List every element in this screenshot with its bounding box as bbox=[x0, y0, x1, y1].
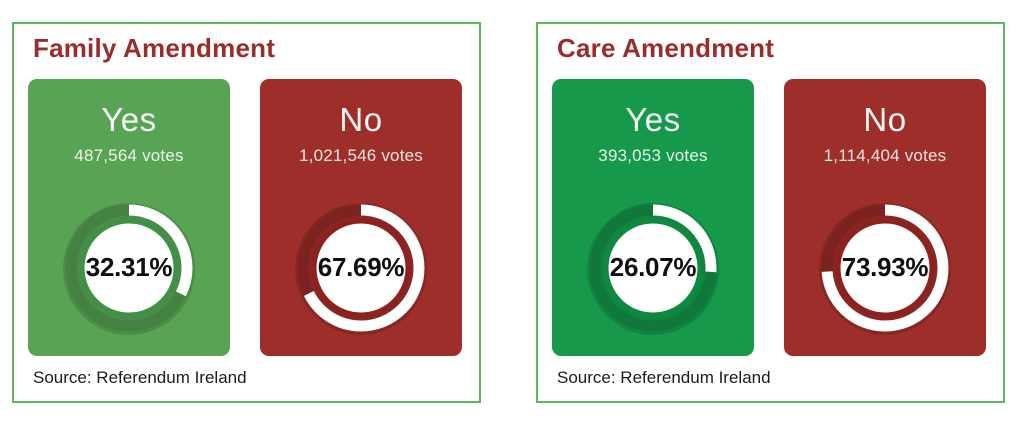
donut-gauge: 73.93% bbox=[818, 201, 952, 335]
option-label: No bbox=[339, 101, 383, 138]
option-label: Yes bbox=[625, 101, 681, 138]
no-result-card: No 1,114,404 votes 73.93% bbox=[784, 79, 986, 356]
percent-value: 32.31% bbox=[85, 251, 173, 282]
gauge-progress-arc bbox=[821, 204, 949, 332]
option-label: Yes bbox=[101, 101, 157, 138]
gauge-inner-circle bbox=[835, 218, 935, 318]
donut-ring bbox=[63, 203, 195, 335]
family-amendment-panel: Family Amendment Yes 487,564 votes 32.31… bbox=[12, 22, 481, 403]
donut-ring bbox=[587, 203, 719, 335]
option-votes: 487,564 votes bbox=[74, 146, 184, 165]
donut-gauge: 67.69% bbox=[294, 201, 428, 335]
gauge-inner-circle bbox=[311, 218, 411, 318]
source-credit: Source: Referendum Ireland bbox=[33, 368, 247, 387]
yes-result-card: Yes 393,053 votes 26.07% bbox=[552, 79, 754, 356]
source-credit: Source: Referendum Ireland bbox=[557, 368, 771, 387]
option-label: No bbox=[863, 101, 907, 138]
percent-value: 26.07% bbox=[609, 251, 697, 282]
option-votes: 1,021,546 votes bbox=[299, 146, 423, 165]
option-votes: 393,053 votes bbox=[598, 146, 708, 165]
donut-gauge: 26.07% bbox=[586, 201, 720, 335]
gauge-inner-circle bbox=[603, 218, 703, 318]
donut-ring bbox=[819, 203, 951, 335]
option-votes: 1,114,404 votes bbox=[823, 146, 947, 165]
donut-ring bbox=[295, 203, 427, 335]
result-cards: Yes 487,564 votes 32.31% No 1,021,546 vo… bbox=[28, 79, 462, 356]
care-amendment-panel: Care Amendment Yes 393,053 votes 26.07% … bbox=[536, 22, 1005, 403]
yes-result-card: Yes 487,564 votes 32.31% bbox=[28, 79, 230, 356]
percent-value: 73.93% bbox=[841, 251, 929, 282]
result-cards: Yes 393,053 votes 26.07% No 1,114,404 vo… bbox=[552, 79, 986, 356]
no-result-card: No 1,021,546 votes 67.69% bbox=[260, 79, 462, 356]
gauge-progress-arc bbox=[589, 204, 717, 332]
donut-gauge: 32.31% bbox=[62, 201, 196, 335]
gauge-inner-circle bbox=[79, 218, 179, 318]
panel-title: Care Amendment bbox=[557, 33, 775, 63]
gauge-progress-arc bbox=[65, 204, 193, 332]
panel-title: Family Amendment bbox=[33, 33, 276, 63]
gauge-progress-arc bbox=[297, 204, 425, 332]
percent-value: 67.69% bbox=[317, 251, 405, 282]
